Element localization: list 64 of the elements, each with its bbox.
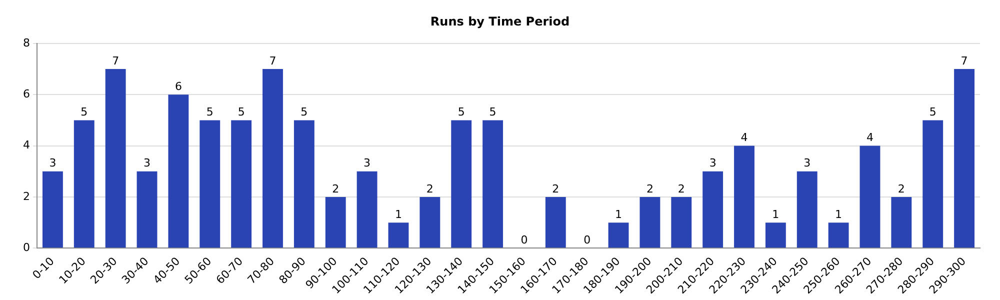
bar [734, 146, 754, 248]
bar [356, 171, 378, 248]
data-label: 1 [394, 208, 402, 221]
bar [828, 222, 849, 248]
bar [671, 196, 692, 248]
bar [954, 68, 974, 248]
bar [796, 171, 818, 248]
bar [74, 120, 94, 248]
bar [640, 196, 660, 248]
data-label: 7 [112, 54, 120, 68]
data-label: 0 [584, 234, 591, 247]
bar [42, 171, 63, 248]
data-label: 3 [804, 156, 811, 170]
data-label: 5 [238, 106, 245, 119]
bar [765, 222, 786, 248]
data-label: 5 [300, 106, 308, 119]
data-label: 2 [646, 182, 654, 196]
data-label: 2 [426, 182, 434, 196]
data-label: 4 [866, 131, 874, 144]
bar [922, 120, 944, 248]
bar [168, 94, 189, 248]
bar [200, 120, 220, 248]
data-label: 2 [552, 182, 560, 196]
chart-title: Runs by Time Period [430, 14, 570, 28]
data-label: 2 [898, 182, 905, 196]
data-label: 3 [709, 156, 716, 170]
y-tick-label: 0 [23, 241, 30, 254]
bar [420, 196, 440, 248]
data-label: 3 [49, 156, 56, 170]
data-label: 0 [520, 234, 528, 247]
bar [388, 222, 409, 248]
data-label: 5 [929, 106, 936, 119]
y-tick-label: 8 [23, 36, 30, 50]
data-label: 1 [835, 208, 842, 221]
data-label: 4 [740, 131, 748, 144]
data-label: 5 [206, 106, 214, 119]
data-label: 2 [332, 182, 340, 196]
bar [136, 171, 158, 248]
data-label: 1 [772, 208, 780, 221]
data-label: 7 [960, 54, 968, 68]
y-tick-label: 4 [23, 138, 30, 152]
data-label: 3 [364, 156, 371, 170]
bar [891, 196, 912, 248]
bar [702, 171, 724, 248]
data-label: 5 [458, 106, 465, 119]
bar [545, 196, 566, 248]
data-label: 2 [678, 182, 685, 196]
data-label: 1 [615, 208, 622, 221]
data-label: 3 [144, 156, 151, 170]
bar [262, 68, 283, 248]
bar [105, 68, 126, 248]
data-label: 5 [80, 106, 88, 119]
bar [325, 196, 346, 248]
y-tick-label: 6 [23, 87, 30, 100]
bar [294, 120, 314, 248]
data-label: 6 [174, 80, 182, 93]
bar [482, 120, 503, 248]
y-tick-label: 2 [23, 190, 30, 203]
bar [608, 222, 629, 248]
bar [231, 120, 252, 248]
data-label: 7 [269, 54, 276, 68]
data-label: 5 [489, 106, 496, 119]
bar [860, 146, 880, 248]
bar [451, 120, 472, 248]
